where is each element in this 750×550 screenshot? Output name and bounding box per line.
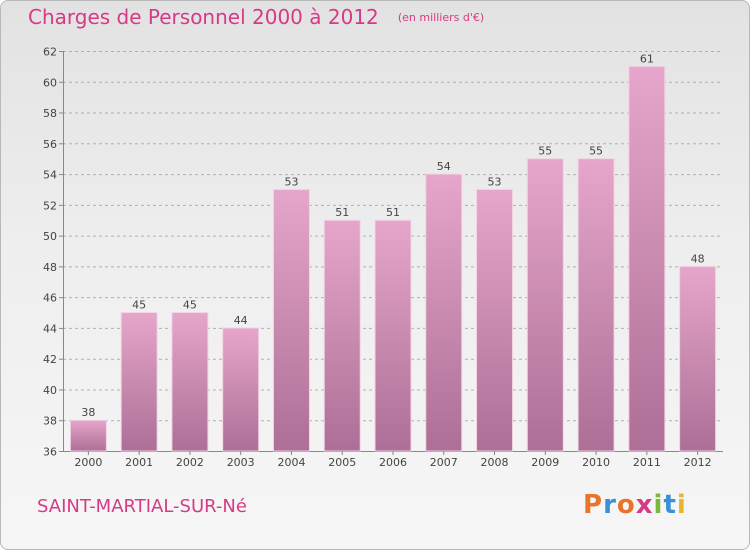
x-tick-label: 2012: [684, 456, 712, 469]
bar: [679, 265, 717, 452]
x-tick-label: 2007: [430, 456, 458, 469]
bar-value-label: 53: [488, 175, 502, 188]
x-tick-label: 2005: [328, 456, 356, 469]
bar: [476, 188, 514, 452]
bar-value-label: 55: [538, 145, 552, 158]
logo-letter: o: [616, 490, 636, 520]
y-tick-label: 50: [43, 230, 57, 243]
logo-letter: i: [653, 490, 664, 520]
y-tick-label: 52: [43, 199, 57, 212]
bar: [272, 188, 310, 452]
y-tick-label: 56: [43, 138, 57, 151]
bar: [425, 173, 463, 452]
logo-letter: P: [583, 490, 604, 520]
bar: [323, 219, 361, 452]
y-tick-label: 60: [43, 76, 57, 89]
logo-letter: i: [676, 490, 687, 520]
chart-title: Charges de Personnel 2000 à 2012: [28, 5, 379, 29]
logo-letter: x: [635, 490, 654, 520]
logo-letter: t: [663, 490, 677, 520]
logo-letter: r: [603, 490, 617, 520]
x-tick-label: 2001: [125, 456, 153, 469]
x-tick-label: 2010: [582, 456, 610, 469]
x-tick-label: 2003: [227, 456, 255, 469]
bar-value-label: 48: [691, 252, 705, 265]
x-tick-label: 2000: [74, 456, 102, 469]
bar: [526, 158, 564, 452]
x-tick-label: 2006: [379, 456, 407, 469]
bar-value-label: 45: [183, 299, 197, 312]
bar: [577, 158, 615, 452]
x-tick-label: 2011: [633, 456, 661, 469]
chart-header: Charges de Personnel 2000 à 2012 (en mil…: [28, 5, 484, 29]
bar: [171, 312, 209, 452]
bar-value-label: 55: [589, 145, 603, 158]
x-tick-label: 2009: [531, 456, 559, 469]
bar-value-label: 51: [386, 206, 400, 219]
bar: [120, 312, 158, 452]
y-tick-label: 36: [43, 446, 57, 459]
y-tick-label: 40: [43, 384, 57, 397]
bar-value-label: 61: [640, 52, 654, 65]
bar-value-label: 54: [437, 160, 451, 173]
bar: [69, 419, 107, 452]
y-tick-label: 46: [43, 292, 57, 305]
x-tick-label: 2002: [176, 456, 204, 469]
x-tick-label: 2004: [277, 456, 305, 469]
y-tick-label: 38: [43, 415, 57, 428]
y-tick-label: 58: [43, 107, 57, 120]
bar-value-label: 38: [81, 406, 95, 419]
y-tick-label: 54: [43, 169, 57, 182]
bar-value-label: 44: [234, 314, 248, 327]
bar-value-label: 51: [335, 206, 349, 219]
bar-value-label: 53: [284, 175, 298, 188]
x-tick-label: 2008: [481, 456, 509, 469]
bar-value-label: 45: [132, 299, 146, 312]
y-tick-label: 62: [43, 46, 57, 59]
bar: [628, 65, 666, 452]
bar: [374, 219, 412, 452]
proxiti-logo: Proxiti: [583, 490, 687, 520]
commune-name: SAINT-MARTIAL-SUR-Né: [37, 496, 247, 517]
chart-unit: (en milliers d'€): [397, 11, 485, 24]
y-tick-label: 44: [43, 322, 57, 335]
y-tick-label: 42: [43, 353, 57, 366]
bar: [222, 327, 260, 452]
y-tick-label: 48: [43, 261, 57, 274]
